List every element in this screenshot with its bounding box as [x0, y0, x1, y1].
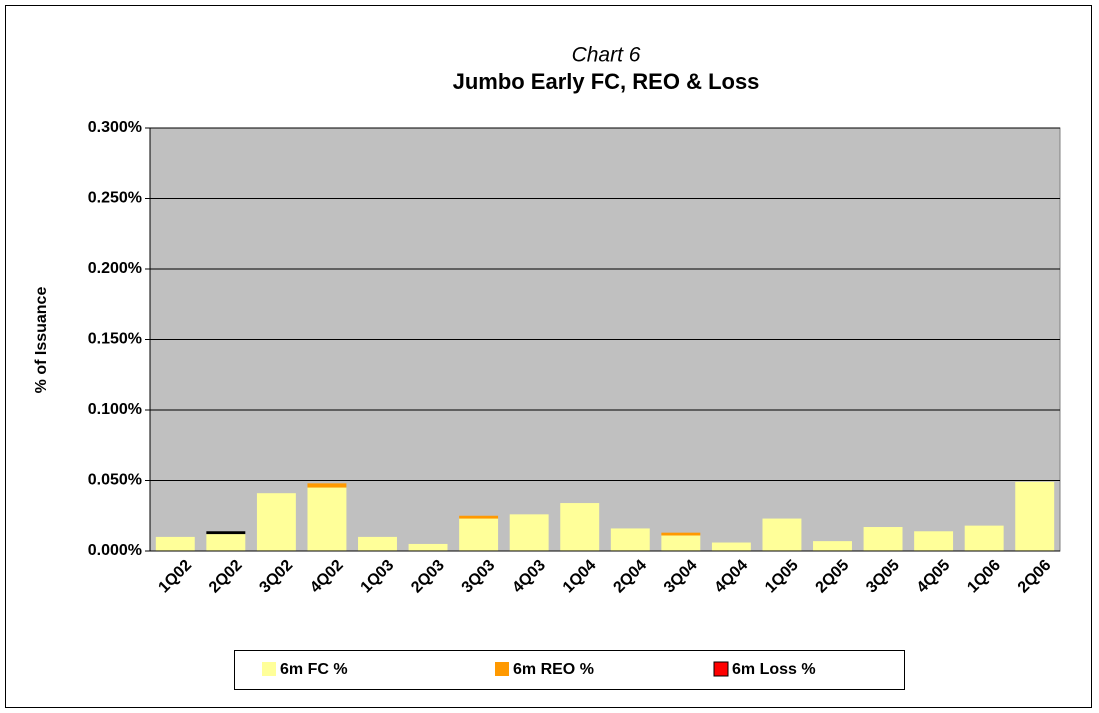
bar-segment: [509, 514, 549, 551]
bar-segment: [256, 493, 296, 551]
legend-swatch: [713, 661, 729, 677]
y-tick-label: 0.100%: [88, 401, 142, 418]
legend: [234, 650, 905, 690]
bar-segment: [358, 536, 397, 551]
bar-segment: [863, 527, 903, 551]
legend-label: 6m REO %: [513, 661, 594, 678]
bar-segment: [408, 543, 448, 551]
bar-segment: [762, 518, 802, 551]
y-axis-label: % of Issuance: [33, 287, 50, 394]
y-tick-label: 0.150%: [88, 331, 142, 348]
y-tick-label: 0.050%: [88, 472, 142, 489]
bar-segment: [964, 525, 1004, 551]
y-tick-label: 0.000%: [88, 542, 142, 559]
bar-segment: [307, 487, 347, 551]
bar-segment: [206, 534, 246, 551]
chart-title: Jumbo Early FC, REO & Loss: [453, 69, 760, 94]
y-tick-label: 0.300%: [88, 119, 142, 136]
bar-segment: [661, 532, 701, 536]
bar-segment: [914, 531, 954, 551]
chart-subtitle: Chart 6: [572, 44, 641, 67]
bar-segment: [459, 518, 499, 551]
y-tick-label: 0.250%: [88, 190, 142, 207]
bar-segment: [661, 535, 701, 551]
legend-label: 6m FC %: [280, 661, 348, 678]
bar-segment: [610, 528, 650, 551]
legend-label: 6m Loss %: [732, 661, 816, 678]
legend-swatch: [495, 662, 509, 676]
bar-segment: [560, 503, 600, 551]
bar-segment: [459, 515, 499, 519]
bar-segment: [1015, 481, 1055, 551]
bar-segment: [206, 531, 246, 535]
y-tick-label: 0.200%: [88, 260, 142, 277]
bar-segment: [711, 542, 751, 551]
bar-segment: [813, 541, 852, 551]
bar-segment: [155, 536, 195, 551]
bar-segment: [307, 483, 347, 488]
legend-swatch: [262, 662, 276, 676]
